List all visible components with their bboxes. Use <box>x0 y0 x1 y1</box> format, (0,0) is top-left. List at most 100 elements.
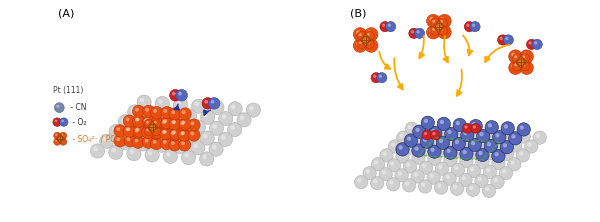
Circle shape <box>456 121 460 125</box>
Circle shape <box>194 144 198 148</box>
Circle shape <box>155 96 169 111</box>
Circle shape <box>485 121 499 134</box>
Circle shape <box>178 119 190 131</box>
Circle shape <box>60 132 67 139</box>
Circle shape <box>55 120 57 122</box>
Circle shape <box>139 140 143 144</box>
Circle shape <box>422 164 426 168</box>
Circle shape <box>398 153 403 157</box>
Circle shape <box>484 165 497 179</box>
Circle shape <box>437 117 451 131</box>
Circle shape <box>188 129 200 141</box>
Circle shape <box>191 141 205 155</box>
Circle shape <box>448 137 452 141</box>
Circle shape <box>451 163 464 176</box>
Circle shape <box>422 130 432 140</box>
Circle shape <box>145 108 149 111</box>
Circle shape <box>453 185 457 189</box>
Circle shape <box>456 128 460 132</box>
Circle shape <box>146 106 160 120</box>
Circle shape <box>411 170 424 183</box>
Circle shape <box>494 178 498 182</box>
Circle shape <box>179 139 191 151</box>
Circle shape <box>421 182 425 187</box>
Circle shape <box>396 150 409 163</box>
Circle shape <box>137 95 151 109</box>
Circle shape <box>53 118 61 126</box>
Circle shape <box>492 157 505 170</box>
Circle shape <box>411 30 414 34</box>
Polygon shape <box>148 121 158 133</box>
Circle shape <box>145 139 149 143</box>
Circle shape <box>444 153 457 166</box>
Circle shape <box>439 139 443 143</box>
Circle shape <box>160 127 173 140</box>
Circle shape <box>188 119 200 131</box>
Circle shape <box>440 120 444 124</box>
Circle shape <box>461 128 474 142</box>
Circle shape <box>428 152 441 165</box>
Circle shape <box>221 135 226 140</box>
Circle shape <box>505 37 509 40</box>
Circle shape <box>437 124 451 138</box>
Circle shape <box>179 118 191 130</box>
Circle shape <box>151 137 163 150</box>
Circle shape <box>386 22 396 32</box>
Circle shape <box>56 105 59 108</box>
Circle shape <box>180 131 184 135</box>
Circle shape <box>438 18 448 27</box>
Circle shape <box>145 127 153 136</box>
Circle shape <box>154 138 169 152</box>
Circle shape <box>200 110 215 124</box>
Circle shape <box>124 135 136 147</box>
Circle shape <box>151 117 163 129</box>
Circle shape <box>427 171 440 184</box>
Circle shape <box>412 144 425 157</box>
Circle shape <box>398 145 403 150</box>
Circle shape <box>454 166 458 170</box>
Circle shape <box>356 42 361 46</box>
Circle shape <box>429 17 434 21</box>
Circle shape <box>209 142 223 156</box>
Circle shape <box>468 145 482 159</box>
Circle shape <box>209 121 224 135</box>
Circle shape <box>133 115 145 127</box>
Circle shape <box>353 28 367 41</box>
Circle shape <box>61 140 64 142</box>
Circle shape <box>434 181 448 194</box>
Circle shape <box>509 61 522 74</box>
Circle shape <box>469 186 473 190</box>
Circle shape <box>487 142 491 146</box>
Circle shape <box>200 152 214 166</box>
Circle shape <box>443 172 456 185</box>
Circle shape <box>418 180 432 193</box>
Circle shape <box>142 136 154 148</box>
Circle shape <box>463 131 467 135</box>
Circle shape <box>382 170 386 174</box>
Circle shape <box>359 33 362 36</box>
Circle shape <box>164 107 178 122</box>
Circle shape <box>145 129 149 132</box>
Circle shape <box>493 138 506 151</box>
Circle shape <box>93 147 98 151</box>
Circle shape <box>116 137 120 141</box>
Circle shape <box>377 73 387 83</box>
Circle shape <box>55 134 58 136</box>
Circle shape <box>357 31 366 41</box>
Circle shape <box>415 135 419 139</box>
Circle shape <box>523 64 527 68</box>
Circle shape <box>448 130 452 134</box>
Circle shape <box>134 129 139 132</box>
Circle shape <box>467 164 481 178</box>
Circle shape <box>367 42 371 46</box>
Circle shape <box>130 149 134 154</box>
Circle shape <box>148 151 152 155</box>
Circle shape <box>127 127 130 131</box>
Circle shape <box>227 123 242 137</box>
Circle shape <box>494 159 499 163</box>
Circle shape <box>178 129 190 141</box>
Circle shape <box>475 174 488 188</box>
Circle shape <box>390 161 394 166</box>
Circle shape <box>501 122 514 135</box>
Circle shape <box>415 128 419 132</box>
